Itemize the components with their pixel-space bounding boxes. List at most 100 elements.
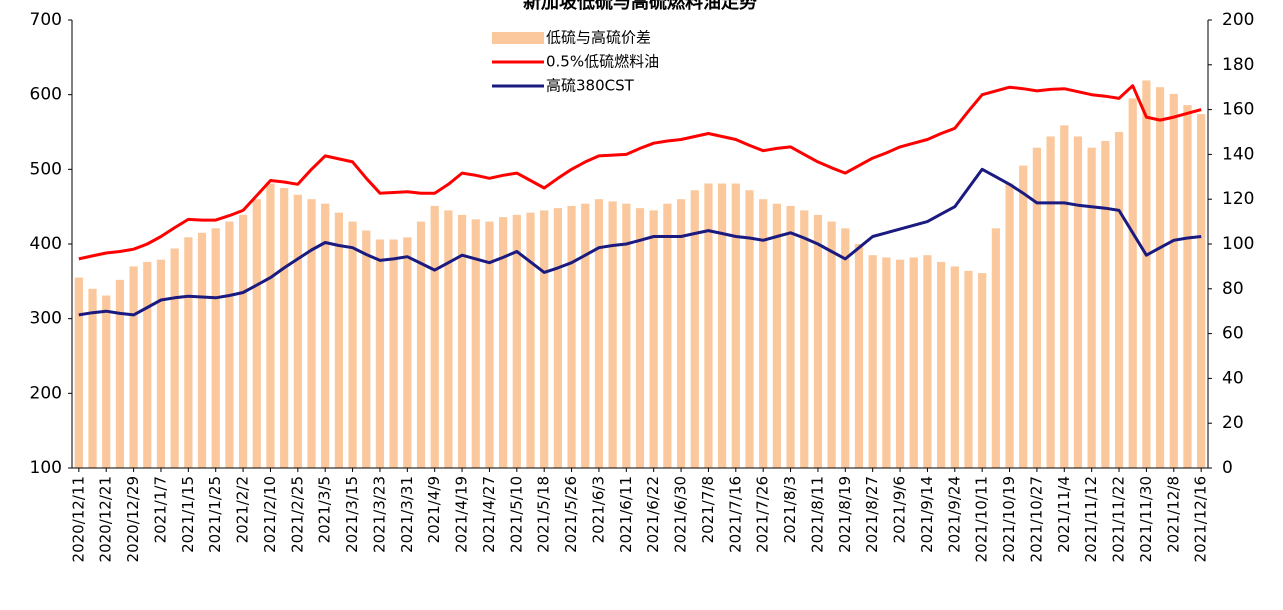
x-tick-label: 2020/12/29 <box>124 476 142 562</box>
legend-label: 0.5%低硫燃料油 <box>546 53 659 71</box>
bar <box>800 210 809 468</box>
bar <box>389 239 398 468</box>
y2-tick-label: 100 <box>1222 234 1254 254</box>
x-tick-label: 2021/8/19 <box>836 476 854 553</box>
x-tick-label: 2021/12/16 <box>1192 476 1210 562</box>
x-tick-label: 2021/11/12 <box>1082 476 1100 562</box>
bar <box>115 279 125 468</box>
bar <box>813 214 823 468</box>
bar <box>348 221 357 468</box>
chart-title: 新加坡低硫与高硫燃料油走势 <box>523 0 757 13</box>
bar <box>334 212 343 468</box>
x-tick-label: 2021/3/5 <box>316 476 334 543</box>
bar <box>1019 165 1028 468</box>
y2-tick-label: 140 <box>1222 144 1254 164</box>
x-tick-label: 2021/8/27 <box>863 476 881 553</box>
bar <box>649 210 658 468</box>
bar <box>512 214 521 468</box>
y-tick-label: 600 <box>30 85 62 105</box>
bar <box>129 266 138 468</box>
bar <box>882 257 891 468</box>
x-tick-label: 2021/8/11 <box>808 476 826 553</box>
bar <box>102 295 111 468</box>
x-tick-label: 2021/6/30 <box>672 476 690 553</box>
y-tick-label: 300 <box>30 309 62 329</box>
bar <box>772 203 781 468</box>
x-tick-label: 2021/10/27 <box>1027 476 1045 562</box>
x-tick-label: 2021/7/8 <box>699 476 717 543</box>
bar <box>581 203 590 468</box>
y2-tick-label: 0 <box>1222 458 1233 478</box>
bar <box>457 214 467 468</box>
x-tick-label: 2021/3/31 <box>398 476 416 553</box>
bar <box>964 270 973 468</box>
x-tick-label: 2021/7/26 <box>754 476 772 553</box>
bar <box>950 266 959 468</box>
bar <box>238 214 248 468</box>
bar <box>197 232 207 468</box>
bar <box>745 190 754 469</box>
bar <box>594 199 604 468</box>
bar <box>499 217 508 468</box>
bar <box>895 259 905 468</box>
bar <box>704 183 713 468</box>
bar <box>937 261 946 468</box>
bar <box>471 219 480 468</box>
bar <box>868 255 877 468</box>
bar <box>1046 136 1055 469</box>
bar <box>211 228 220 468</box>
bar <box>321 203 330 468</box>
y2-tick-label: 180 <box>1222 55 1254 75</box>
x-tick-label: 2021/1/25 <box>206 476 224 553</box>
bar <box>88 288 97 468</box>
y-tick-label: 700 <box>30 10 62 30</box>
bar <box>1101 140 1110 468</box>
bar <box>827 221 836 468</box>
y2-tick-label: 40 <box>1222 368 1244 388</box>
x-tick-label: 2021/12/8 <box>1164 476 1182 553</box>
bar <box>635 208 645 468</box>
y2-tick-label: 20 <box>1222 413 1244 433</box>
bar <box>540 210 549 468</box>
x-tick-label: 2021/3/15 <box>343 476 361 553</box>
bar <box>923 255 932 468</box>
x-tick-label: 2021/6/22 <box>644 476 662 553</box>
x-tick-label: 2021/5/26 <box>562 476 580 553</box>
bar <box>854 244 864 468</box>
x-tick-label: 2021/5/10 <box>507 476 525 553</box>
x-tick-label: 2021/2/25 <box>288 476 306 553</box>
y-tick-label: 500 <box>30 159 62 179</box>
x-tick-label: 2021/2/10 <box>261 476 279 553</box>
bar <box>978 273 987 468</box>
bar <box>293 194 302 468</box>
bar <box>1032 147 1042 468</box>
bar <box>403 237 412 468</box>
bar <box>1169 93 1178 469</box>
x-tick-label: 2021/11/22 <box>1110 476 1128 562</box>
x-tick-label: 2021/10/11 <box>973 476 991 562</box>
bar <box>718 183 727 468</box>
bar <box>74 277 83 468</box>
bar <box>1073 136 1083 469</box>
bar <box>622 203 631 468</box>
bar <box>690 190 699 469</box>
x-tick-label: 2021/8/3 <box>781 476 799 543</box>
bar <box>280 188 289 468</box>
y2-tick-label: 120 <box>1222 189 1254 209</box>
bar <box>1087 147 1096 468</box>
x-tick-label: 2021/11/30 <box>1137 476 1155 562</box>
x-tick-label: 2021/1/15 <box>179 476 197 553</box>
y2-tick-label: 200 <box>1222 10 1254 30</box>
bar <box>676 199 686 468</box>
bar <box>991 228 1000 468</box>
bar <box>444 210 453 468</box>
bar <box>252 199 261 468</box>
bar <box>416 221 426 468</box>
x-tick-label: 2021/4/27 <box>480 476 498 553</box>
legend-label: 低硫与高硫价差 <box>546 29 651 47</box>
bar <box>225 221 234 468</box>
y2-tick-label: 160 <box>1222 100 1254 120</box>
bar <box>266 183 275 468</box>
bar <box>1128 98 1137 469</box>
